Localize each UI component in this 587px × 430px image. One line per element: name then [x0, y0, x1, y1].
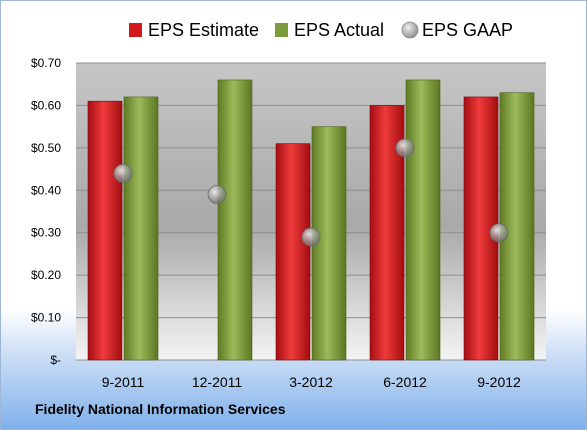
y-tick-label: $0.50 [31, 141, 61, 155]
eps-gaap-point [207, 185, 227, 204]
y-tick-label: $0.60 [31, 98, 61, 112]
x-category-label: 9-2012 [477, 374, 521, 390]
y-tick-label: $0.70 [31, 56, 61, 70]
eps-gaap-point [489, 223, 509, 243]
gaap-points [113, 138, 509, 247]
legend-label: EPS GAAP [422, 20, 513, 40]
bars [87, 79, 535, 361]
y-axis-ticks: $- $0.10 $0.20 $0.30 $0.40 $0.50 $0.60 $0.70 [31, 56, 61, 367]
eps-gaap-point [301, 227, 321, 247]
legend-label: EPS Estimate [148, 20, 259, 40]
eps-gaap-point [395, 138, 415, 158]
y-tick-label: $0.40 [31, 183, 61, 197]
eps-estimate-bar [275, 143, 311, 361]
legend-swatch [129, 23, 142, 37]
x-category-label: 12-2011 [192, 374, 243, 390]
x-axis-categories: 9-2011 12-2011 3-2012 6-2012 9-2012 [102, 374, 521, 390]
x-category-label: 3-2012 [289, 374, 333, 390]
y-tick-label: $0.20 [31, 268, 61, 282]
x-category-label: 9-2011 [102, 374, 145, 390]
legend-swatch [275, 23, 288, 37]
y-tick-label: $- [50, 353, 61, 367]
eps-gaap-point [113, 163, 133, 183]
y-tick-label: $0.30 [31, 226, 61, 240]
y-tick-label: $0.10 [31, 311, 61, 325]
eps-actual-bar [405, 79, 441, 361]
eps-actual-bar [217, 79, 253, 361]
company-name: Fidelity National Information Services [35, 401, 286, 417]
legend-label: EPS Actual [294, 20, 384, 40]
legend-swatch-gaap [401, 21, 419, 39]
eps-actual-bar [123, 96, 159, 361]
eps-estimate-bar [87, 100, 123, 361]
x-category-label: 6-2012 [383, 374, 427, 390]
legend: EPS Estimate EPS Actual EPS GAAP [129, 20, 513, 40]
